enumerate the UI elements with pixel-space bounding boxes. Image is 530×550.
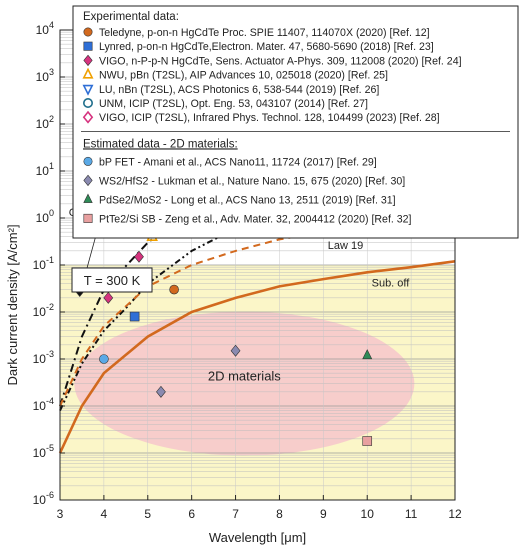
x-tick-label: 3 bbox=[57, 507, 64, 521]
curve-label-sub-off: Sub. off bbox=[372, 277, 411, 289]
x-tick-label: 11 bbox=[405, 507, 418, 521]
data-point bbox=[156, 385, 166, 398]
legend-marker bbox=[83, 41, 93, 51]
data-point bbox=[362, 349, 373, 360]
legend-marker bbox=[82, 84, 94, 96]
y-tick-label: 101 bbox=[36, 161, 54, 178]
data-point bbox=[134, 250, 144, 263]
y-tick-label: 104 bbox=[36, 20, 54, 37]
legend-entry: PtTe2/Si SB - Zeng et al., Adv. Mater. 3… bbox=[99, 213, 412, 225]
x-tick-label: 10 bbox=[361, 507, 375, 521]
data-point bbox=[169, 284, 179, 295]
data-point bbox=[99, 354, 109, 364]
y-tick-label: 10-4 bbox=[33, 396, 54, 413]
curve-law-19-sub-off- bbox=[58, 260, 456, 454]
x-axis-label: Wavelength [μm] bbox=[209, 530, 306, 545]
x-tick-label: 6 bbox=[188, 507, 195, 521]
legend-marker bbox=[82, 110, 94, 124]
legend-marker bbox=[83, 27, 93, 37]
legend-entry: NWU, pBn (T2SL), AIP Advances 10, 025018… bbox=[99, 70, 388, 82]
temperature-box bbox=[71, 267, 153, 293]
legend-marker bbox=[83, 174, 93, 187]
x-tick-label: 9 bbox=[320, 507, 327, 521]
legend-entry: VIGO, ICIP (T2SL), Infrared Phys. Techno… bbox=[99, 112, 440, 124]
legend-entry: LU, nBn (T2SL), ACS Photonics 6, 538-544… bbox=[99, 84, 379, 96]
y-tick-label: 10-6 bbox=[33, 490, 54, 507]
legend-marker bbox=[83, 193, 93, 203]
y-tick-label: 10-1 bbox=[33, 255, 54, 272]
legend-entry: WS2/HfS2 - Lukman et al., Nature Nano. 1… bbox=[99, 175, 405, 187]
y-tick-label: 10-2 bbox=[33, 302, 54, 319]
legend-entry: UNM, ICIP (T2SL), Opt. Eng. 53, 043107 (… bbox=[99, 98, 368, 110]
legend-marker bbox=[83, 213, 93, 223]
x-tick-label: 7 bbox=[232, 507, 239, 521]
x-tick-label: 12 bbox=[448, 507, 462, 521]
y-tick-label: 103 bbox=[36, 67, 54, 84]
legend-entry: VIGO, n-P-p-N HgCdTe, Sens. Actuator A-P… bbox=[99, 55, 462, 67]
y-axis-label: Dark current density [A/cm²] bbox=[5, 224, 20, 385]
legend-entry: bP FET - Amani et al., ACS Nano11, 11724… bbox=[99, 156, 377, 168]
legend-header-estimated: Estimated data - 2D materials: bbox=[83, 138, 238, 150]
legend-marker bbox=[83, 98, 94, 109]
region-label-2d-materials: 2D materials bbox=[208, 368, 281, 383]
legend-marker bbox=[82, 67, 94, 79]
y-tick-label: 10-5 bbox=[33, 443, 54, 460]
temperature-label: T = 300 K bbox=[84, 273, 141, 288]
legend-entry: Teledyne, p-on-n HgCdTe Proc. SPIE 11407… bbox=[99, 27, 430, 39]
legend-header-experimental: Experimental data: bbox=[83, 11, 179, 23]
legend-box bbox=[72, 5, 519, 239]
curve-law-19-sub-on- bbox=[59, 218, 456, 407]
x-tick-label: 4 bbox=[101, 507, 108, 521]
data-point bbox=[362, 436, 373, 446]
legend-marker bbox=[83, 156, 93, 166]
y-tick-label: 100 bbox=[36, 208, 54, 225]
data-point bbox=[103, 291, 114, 304]
data-point bbox=[230, 344, 241, 357]
x-tick-label: 8 bbox=[276, 507, 283, 521]
data-point bbox=[129, 311, 140, 322]
curve-label-law-19: Law 19 bbox=[328, 240, 363, 252]
legend-marker bbox=[83, 54, 93, 67]
legend-entry: Lynred, p-on-n HgCdTe,Electron. Mater. 4… bbox=[99, 41, 434, 53]
y-tick-label: 10-3 bbox=[33, 349, 54, 366]
x-tick-label: 5 bbox=[144, 507, 151, 521]
legend-entry: PdSe2/MoS2 - Long et al., ACS Nano 13, 2… bbox=[99, 194, 396, 206]
y-tick-label: 102 bbox=[36, 114, 54, 131]
